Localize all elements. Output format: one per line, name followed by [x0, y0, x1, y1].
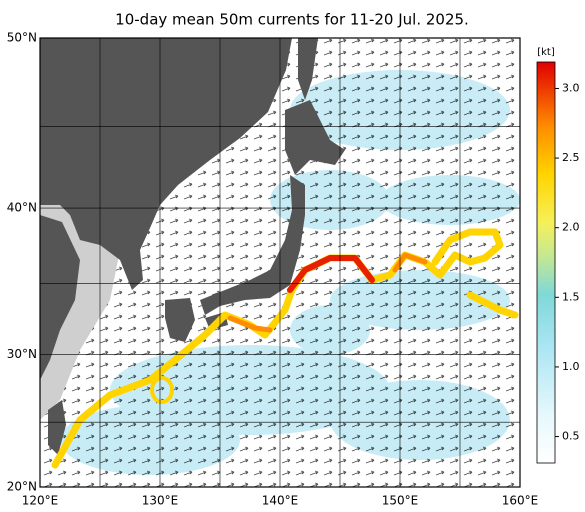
- colorbar-tick-label: 1.5: [562, 290, 580, 303]
- x-tick-label: 140°E: [262, 494, 299, 508]
- x-tick-label: 120°E: [22, 494, 59, 508]
- colorbar-tick-label: 2.0: [562, 221, 580, 234]
- y-tick-label: 40°N: [7, 201, 37, 215]
- x-tick-label: 130°E: [142, 494, 179, 508]
- kuroshio: [51, 228, 519, 469]
- y-tick-label: 30°N: [7, 347, 37, 361]
- colorbar: [536, 61, 556, 464]
- map-area: [40, 38, 520, 487]
- colorbar-tick-label: 0.5: [562, 430, 580, 443]
- x-tick-label: 160°E: [502, 494, 539, 508]
- colorbar-tick-label: 1.0: [562, 360, 580, 373]
- x-tick-label: 150°E: [382, 494, 419, 508]
- y-tick-label: 20°N: [7, 480, 37, 494]
- colorbar-tick-label: 3.0: [562, 81, 580, 94]
- y-tick-label: 50°N: [7, 31, 37, 45]
- graticule: [40, 38, 520, 487]
- axes: 120°E 130°E 140°E 150°E 160°E 20°N 30°N 40°N 50°…: [7, 31, 580, 508]
- colorbar-tick-label: 2.5: [562, 151, 580, 164]
- colorbar-unit: [kt]: [537, 47, 555, 58]
- map-title: 10-day mean 50m currents for 11-20 Jul. …: [115, 11, 469, 29]
- map-frame: [39, 37, 521, 488]
